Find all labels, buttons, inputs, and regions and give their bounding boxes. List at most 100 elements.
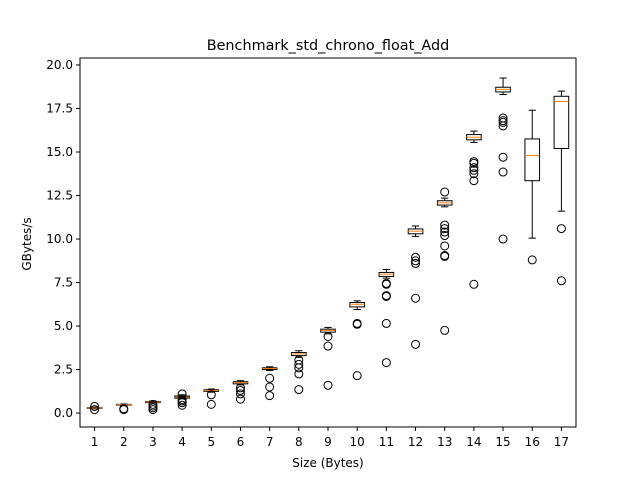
outlier-point [411,256,421,266]
box-8 [291,350,307,395]
outlier-point [527,255,537,265]
box-12 [407,225,424,349]
outlier-point [498,113,508,123]
outlier-point [440,224,450,234]
y-tick-label: 5.0 [54,319,73,333]
boxes-layer [86,77,570,415]
outlier-point [411,258,421,268]
outlier-point [352,371,362,381]
chart-title: Benchmark_std_chrono_float_Add [207,38,450,54]
outlier-point [294,355,304,365]
outlier-point [498,116,508,126]
outlier-point [381,291,391,301]
plot-frame [79,57,577,428]
outlier-point [440,241,450,251]
x-tick-label: 2 [120,435,128,449]
x-tick-label: 4 [178,435,186,449]
outlier-point [469,165,479,175]
outlier-point [148,399,158,409]
box-1 [86,401,103,415]
outlier-point [235,394,245,404]
outlier-point [440,251,450,261]
y-tick-label: 10.0 [46,232,73,246]
outlier-point [323,380,333,390]
y-axis: 0.0 2.5 5.0 7.5 10.0 12.5 15.0 17.5 20.0 [46,58,80,420]
box-7 [261,366,278,401]
outlier-point [498,234,508,244]
outlier-point [440,231,450,241]
outlier-point [206,399,216,409]
y-tick-label: 7.5 [54,276,73,290]
outlier-point [323,341,333,351]
outlier-point [411,293,421,303]
outlier-point [177,389,187,399]
x-tick-label: 6 [237,435,245,449]
box-5 [203,388,220,409]
outlier-point [469,169,479,179]
outlier-point [469,279,479,289]
box-13 [436,187,453,335]
outlier-point [294,359,304,369]
x-tick-label: 11 [379,435,394,449]
box-11 [378,268,395,368]
outlier-point [294,369,304,379]
outlier-point [498,152,508,162]
box-17 [553,90,570,286]
x-tick-label: 16 [525,435,540,449]
box-6 [232,380,249,404]
outlier-point [498,167,508,177]
outlier-point [265,391,275,401]
outlier-point [556,224,566,234]
x-tick-label: 3 [149,435,157,449]
outlier-point [381,278,391,288]
outlier-point [177,394,187,404]
x-tick-label: 14 [466,435,481,449]
y-tick-label: 15.0 [46,145,73,159]
box-9 [320,326,336,390]
x-tick-label: 1 [91,435,99,449]
outlier-point [469,163,479,173]
outlier-point [440,227,450,237]
outlier-point [265,373,275,383]
outlier-point [323,331,333,341]
x-tick-label: 17 [554,435,569,449]
outlier-point [294,385,304,395]
y-axis-label: GBytes/s [20,217,34,270]
y-tick-label: 2.5 [54,363,73,377]
outlier-point [352,318,362,328]
box-3 [145,399,161,415]
x-tick-label: 7 [266,435,274,449]
outlier-point [411,252,421,262]
box-10 [349,300,365,381]
x-axis-label: Size (Bytes) [292,456,363,470]
x-axis: 1 2 3 4 5 6 7 8 9 10 11 12 13 14 15 16 17 [91,427,569,449]
outlier-point [381,358,391,368]
box-15 [495,77,511,244]
outlier-point [235,385,245,395]
iqr-box [553,95,570,150]
outlier-point [440,325,450,335]
outlier-point [556,276,566,286]
outlier-point [177,400,187,410]
box-4 [174,389,190,410]
outlier-point [411,339,421,349]
y-tick-label: 20.0 [46,58,73,72]
box-2 [115,403,132,415]
outlier-point [440,220,450,230]
outlier-point [440,187,450,197]
y-tick-label: 12.5 [46,189,73,203]
x-tick-label: 12 [408,435,423,449]
outlier-point [235,383,245,393]
x-tick-label: 10 [350,435,365,449]
outlier-point [235,389,245,399]
x-tick-label: 13 [437,435,452,449]
x-tick-label: 8 [295,435,303,449]
outlier-point [206,390,216,400]
iqr-box [524,138,541,182]
y-tick-label: 17.5 [46,101,73,115]
box-14 [466,130,482,289]
outlier-point [381,318,391,328]
outlier-point [469,157,479,167]
